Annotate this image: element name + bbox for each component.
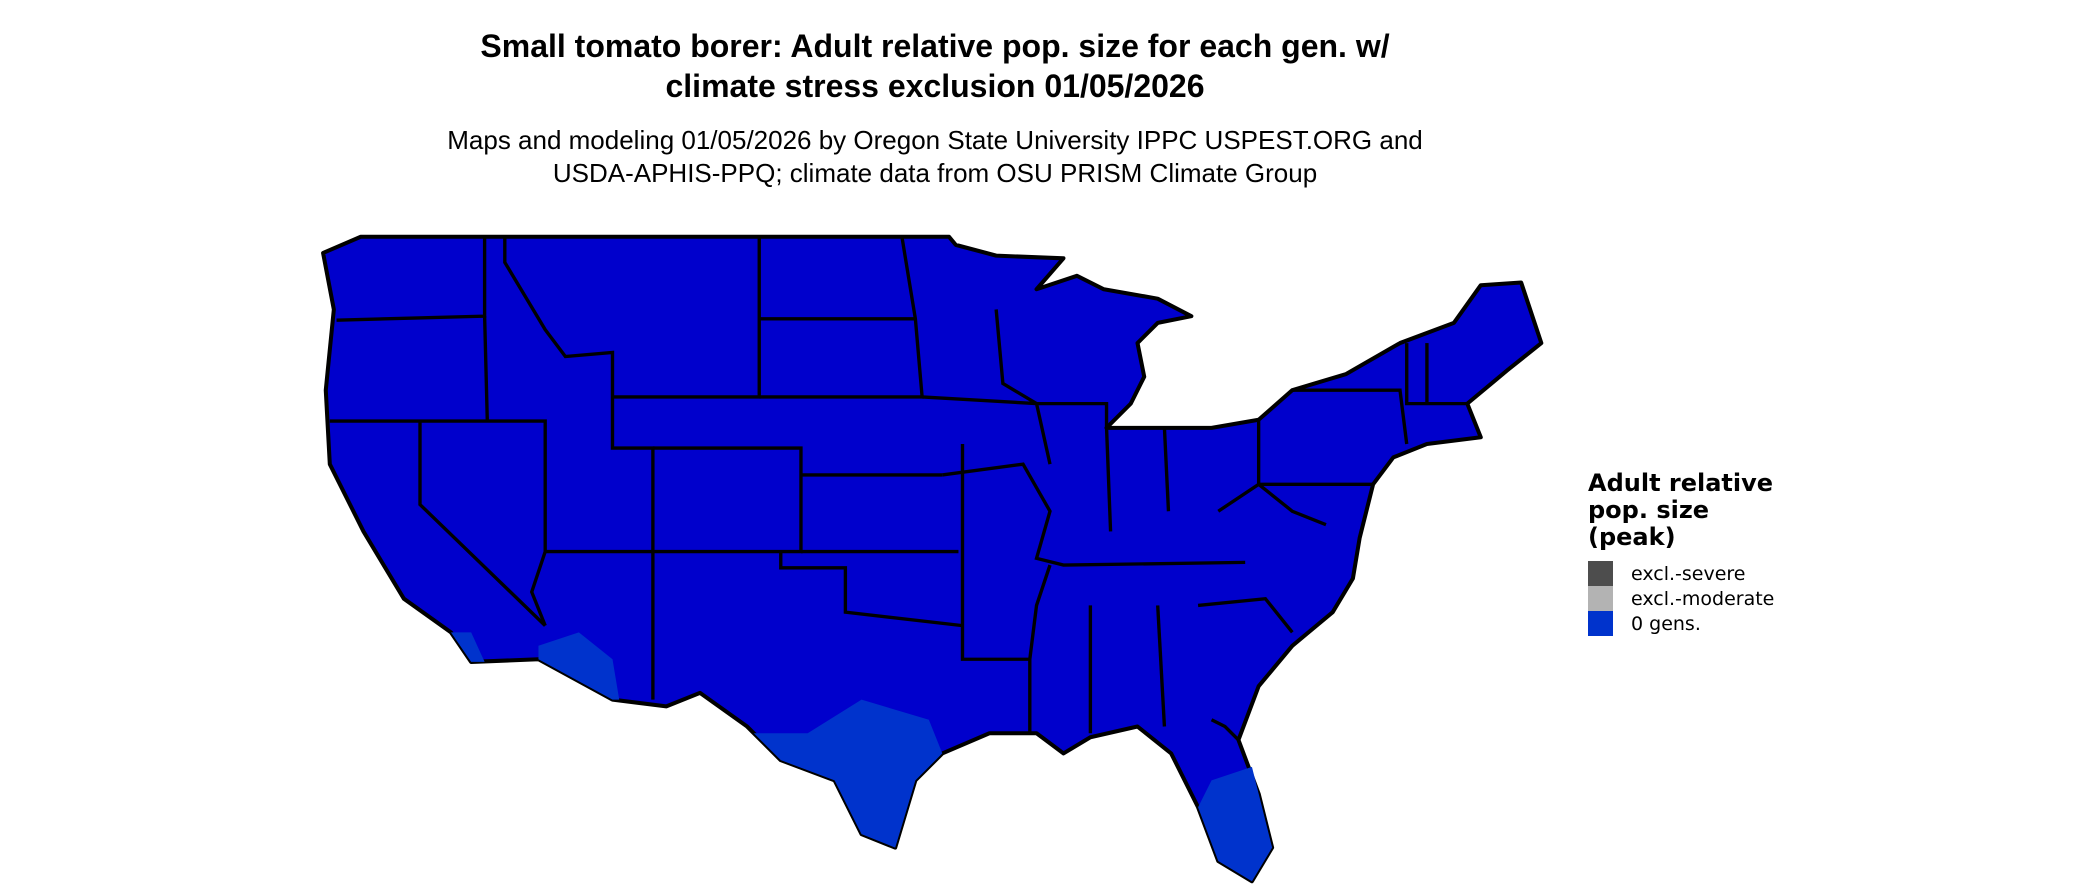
- legend-title-line-2: pop. size: [1588, 496, 1710, 524]
- warm-areas: [450, 632, 1273, 882]
- legend: Adult relative pop. size (peak) excl.-se…: [1588, 470, 1774, 636]
- map-title-line-2: climate stress exclusion 01/05/2026: [665, 68, 1205, 104]
- south-texas-area: [753, 699, 943, 848]
- us-outline: [321, 234, 1544, 884]
- legend-item-0-gens: 0 gens.: [1588, 611, 1774, 636]
- legend-swatch-excl-severe: [1588, 561, 1613, 586]
- map-title-line-1: Small tomato borer: Adult relative pop. …: [480, 28, 1390, 64]
- legend-label: 0 gens.: [1631, 612, 1701, 635]
- legend-title-line-1: Adult relative: [1588, 469, 1774, 497]
- legend-item-excl-severe: excl.-severe: [1588, 561, 1774, 586]
- arizona-area: [538, 632, 620, 700]
- legend-label: excl.-severe: [1631, 562, 1746, 585]
- legend-title-line-3: (peak): [1588, 523, 1676, 551]
- map-subtitle-line-1: Maps and modeling 01/05/2026 by Oregon S…: [447, 125, 1423, 155]
- state-borders: [329, 236, 1468, 742]
- california-area: [450, 632, 485, 662]
- florida-area: [1198, 766, 1273, 882]
- legend-swatch-0-gens: [1588, 611, 1613, 636]
- legend-label: excl.-moderate: [1631, 587, 1775, 610]
- legend-swatch-excl-moderate: [1588, 586, 1613, 611]
- legend-item-excl-moderate: excl.-moderate: [1588, 586, 1774, 611]
- map-subtitle-line-2: USDA-APHIS-PPQ; climate data from OSU PR…: [552, 158, 1318, 188]
